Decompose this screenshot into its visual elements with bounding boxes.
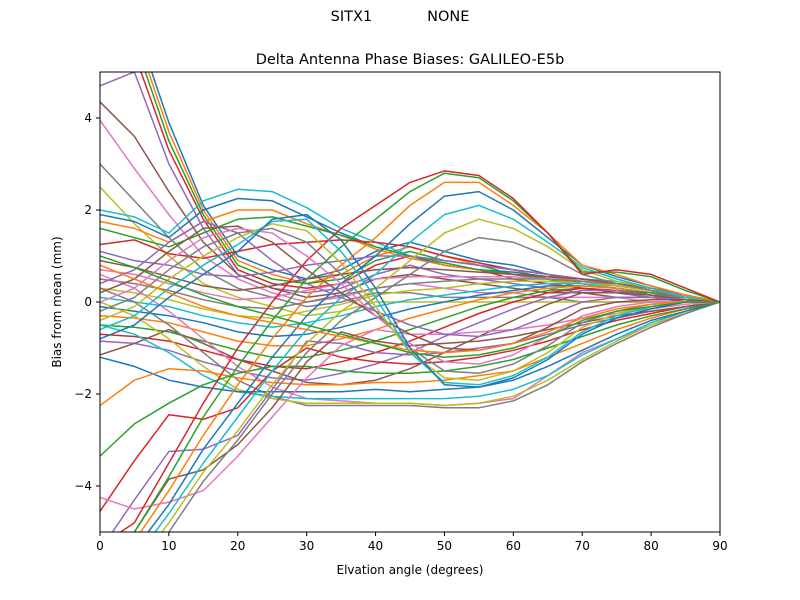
series-line: [161, 218, 720, 532]
station-name: SITX1: [330, 9, 373, 25]
y-tick-label: 4: [84, 111, 92, 125]
series-line: [100, 301, 720, 400]
figure-suptitle: SITX1 NONE: [0, 9, 800, 25]
chart-title: Delta Antenna Phase Biases: GALILEO-E5b: [256, 52, 565, 68]
x-tick-label: 90: [712, 539, 727, 553]
series-line: [100, 197, 720, 303]
series-line: [100, 301, 720, 457]
series-line: [139, 181, 720, 532]
series-line: [100, 225, 720, 352]
series-line: [100, 227, 720, 365]
y-axis-ticks: −4 −2 0 2 4: [74, 111, 100, 493]
x-tick-label: 70: [575, 539, 590, 553]
series-line: [154, 204, 720, 532]
series-line: [100, 301, 720, 407]
series-line: [100, 292, 720, 386]
series-line: [167, 236, 720, 532]
x-tick-label: 40: [368, 539, 383, 553]
series-line: [133, 172, 720, 532]
series-line: [100, 287, 720, 409]
series-line: [100, 264, 720, 354]
x-tick-label: 50: [437, 539, 452, 553]
series-line: [100, 285, 720, 347]
series-line: [100, 301, 720, 407]
series-lines: [100, 72, 720, 532]
y-tick-label: −4: [74, 479, 92, 493]
x-tick-label: 80: [643, 539, 658, 553]
x-axis-ticks: 0 10 20 30 40 50 60 70 80 90: [96, 532, 728, 553]
series-line: [100, 280, 720, 319]
series-line: [100, 213, 720, 388]
antenna-name: NONE: [427, 9, 470, 25]
x-tick-label: 30: [299, 539, 314, 553]
y-tick-label: 2: [84, 203, 92, 217]
series-line: [147, 190, 720, 532]
y-axis-label: Bias from mean (mm): [50, 236, 64, 367]
series-line: [119, 170, 720, 532]
x-tick-label: 60: [506, 539, 521, 553]
series-line: [100, 301, 720, 512]
x-tick-label: 10: [161, 539, 176, 553]
x-tick-label: 0: [96, 539, 104, 553]
series-line: [100, 301, 720, 393]
series-line: [100, 220, 720, 338]
y-tick-label: −2: [74, 387, 92, 401]
y-tick-label: 0: [84, 295, 92, 309]
series-line: [100, 255, 720, 358]
x-tick-label: 20: [230, 539, 245, 553]
x-axis-label: Elvation angle (degrees): [337, 563, 484, 577]
